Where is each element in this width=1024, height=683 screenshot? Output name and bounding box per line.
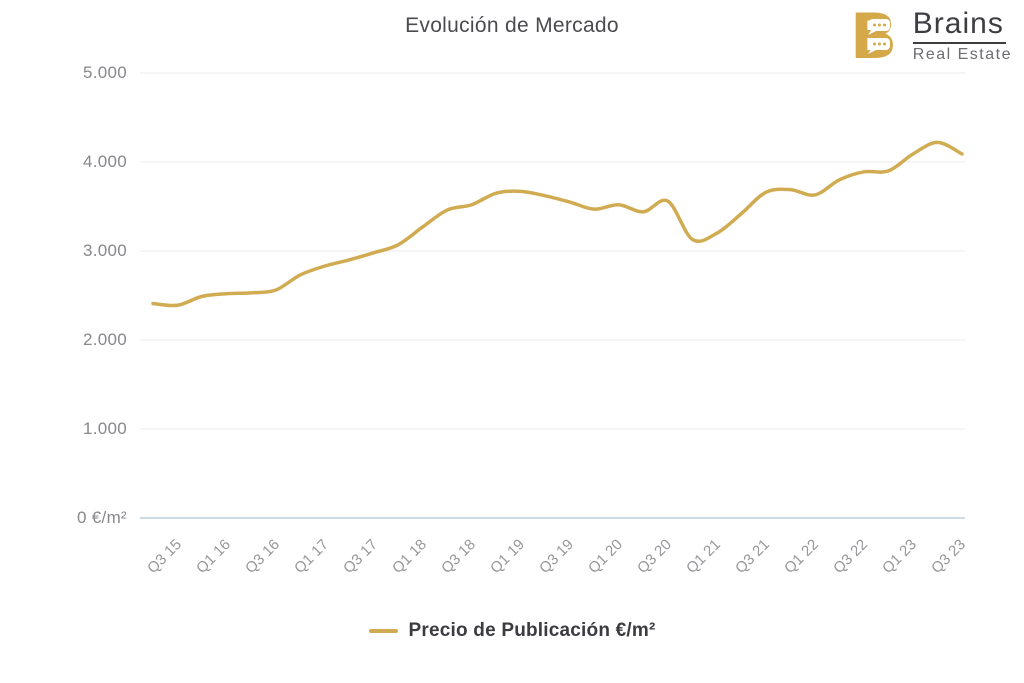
y-tick-label: 1.000 <box>82 419 127 438</box>
brand-logo-icon: B <box>853 8 897 64</box>
series-line-precio-publicacion <box>151 140 964 308</box>
y-tick-label: 3.000 <box>82 241 127 260</box>
y-tick-label: 4.000 <box>82 152 127 171</box>
legend-label: Precio de Publicación €/m² <box>408 620 656 641</box>
brand-subtitle: Real Estate <box>912 45 1012 63</box>
legend-line-swatch <box>368 629 398 633</box>
y-tick-label: 2.000 <box>82 330 127 349</box>
brand-name: Brains <box>912 8 1006 44</box>
svg-text:B: B <box>853 8 897 64</box>
y-tick-label: 5.000 <box>82 63 127 82</box>
y-tick-label: 0 €/m² <box>77 508 127 527</box>
speech-bubble-top <box>867 19 890 35</box>
chart-legend[interactable]: Precio de Publicación €/m² <box>0 620 1024 642</box>
brand-logo: B Brains Real Estate <box>853 8 1012 64</box>
speech-bubble-bottom <box>867 38 890 54</box>
chart-title: Evolución de Mercado <box>405 14 619 37</box>
